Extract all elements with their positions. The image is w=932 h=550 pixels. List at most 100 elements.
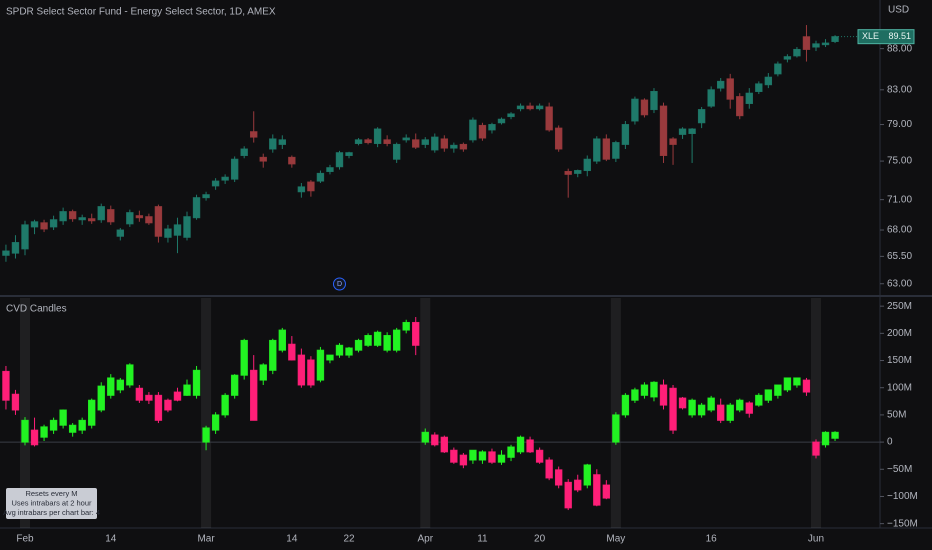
candle-body <box>450 449 458 463</box>
candle-body <box>421 139 429 145</box>
candle-body <box>259 364 267 381</box>
reset-band <box>20 298 30 528</box>
candle-body <box>183 384 191 396</box>
candle-body <box>431 136 439 151</box>
candle-body <box>49 419 58 431</box>
candle-body <box>173 391 182 401</box>
candle-body <box>49 219 58 228</box>
candle-body <box>211 180 220 187</box>
y-tick-label: 50M <box>887 410 906 421</box>
candle-body <box>545 459 553 479</box>
y-tick-label: 65.50 <box>887 251 912 262</box>
candle-body <box>307 181 315 192</box>
candle-body <box>535 449 544 463</box>
candle-body <box>297 186 306 193</box>
candle-body <box>497 118 506 124</box>
candle-body <box>250 131 258 138</box>
y-tick-label: 88.00 <box>887 43 912 54</box>
candle-body <box>469 449 477 461</box>
candle-body <box>288 343 296 361</box>
candle-body <box>716 404 725 421</box>
candle-body <box>259 156 267 162</box>
candle-body <box>764 76 773 86</box>
candle-body <box>126 364 134 386</box>
candle-body <box>116 229 124 237</box>
candle-body <box>545 106 553 131</box>
candle-body <box>40 426 48 438</box>
y-tick-label: −150M <box>887 518 918 529</box>
candle-body <box>240 148 248 156</box>
candle-body <box>554 127 563 150</box>
candle-body <box>440 436 449 453</box>
candle-body <box>488 451 496 463</box>
candle-body <box>526 105 534 110</box>
x-tick-label: Feb <box>16 534 34 545</box>
candle-body <box>602 138 611 160</box>
candle-body <box>564 481 572 509</box>
candle-body <box>154 206 163 237</box>
y-tick-label: −100M <box>887 491 918 502</box>
candle-body <box>650 381 658 398</box>
candle-body <box>526 439 534 453</box>
x-tick-label: 16 <box>706 534 718 545</box>
candle-body <box>135 387 144 401</box>
x-tick-label: May <box>606 534 625 545</box>
candle-body <box>269 138 277 150</box>
price-label-symbol: XLE <box>862 31 879 41</box>
candle-body <box>459 454 468 466</box>
reset-band <box>201 298 212 528</box>
candle-body <box>183 216 191 238</box>
candle-body <box>612 414 620 443</box>
y-tick-label: 75.00 <box>887 156 912 167</box>
chart-title: SPDR Select Sector Fund - Energy Select … <box>6 7 276 18</box>
info-note: Avg intrabars per chart bar: 4 <box>3 508 100 517</box>
candle-body <box>678 128 687 135</box>
candle-body <box>783 56 792 60</box>
candle-body <box>364 335 372 346</box>
candle-body <box>173 224 182 236</box>
candle-body <box>631 389 639 401</box>
info-box <box>6 488 97 519</box>
candle-body <box>736 96 744 117</box>
candle-body <box>707 89 715 107</box>
y-tick-label: −50M <box>887 464 912 475</box>
candle-body <box>812 441 820 456</box>
candle-body <box>507 446 515 458</box>
info-note: Resets every M <box>25 489 77 498</box>
candle-body <box>59 211 67 222</box>
candle-body <box>211 414 220 431</box>
y-tick-label: 100M <box>887 382 912 393</box>
candle-body <box>631 98 639 122</box>
candle-body <box>783 377 792 391</box>
candle-body <box>469 119 477 141</box>
candle-body <box>68 211 77 220</box>
candle-body <box>30 221 39 228</box>
candle-body <box>164 399 172 411</box>
candle-body <box>250 369 258 421</box>
candle-body <box>326 167 334 172</box>
candle-body <box>574 170 582 174</box>
candle-body <box>669 138 677 145</box>
candle-body <box>21 224 29 250</box>
candle-body <box>164 228 172 238</box>
candle-body <box>383 139 391 144</box>
candle-body <box>554 469 563 486</box>
candle-body <box>564 170 572 175</box>
y-tick-label: 150M <box>887 355 912 366</box>
candle-body <box>107 377 115 396</box>
candle-body <box>697 109 706 124</box>
candle-body <box>392 329 401 351</box>
candle-body <box>354 339 363 351</box>
candle-body <box>821 431 830 446</box>
candle-body <box>802 379 811 393</box>
candle-body <box>412 139 420 148</box>
price-label-box <box>857 29 915 45</box>
candle-body <box>154 394 163 421</box>
candle-body <box>831 36 839 42</box>
candle-body <box>345 347 353 356</box>
candle-body <box>659 105 668 156</box>
candle-body <box>707 397 715 411</box>
candle-body <box>278 139 287 145</box>
